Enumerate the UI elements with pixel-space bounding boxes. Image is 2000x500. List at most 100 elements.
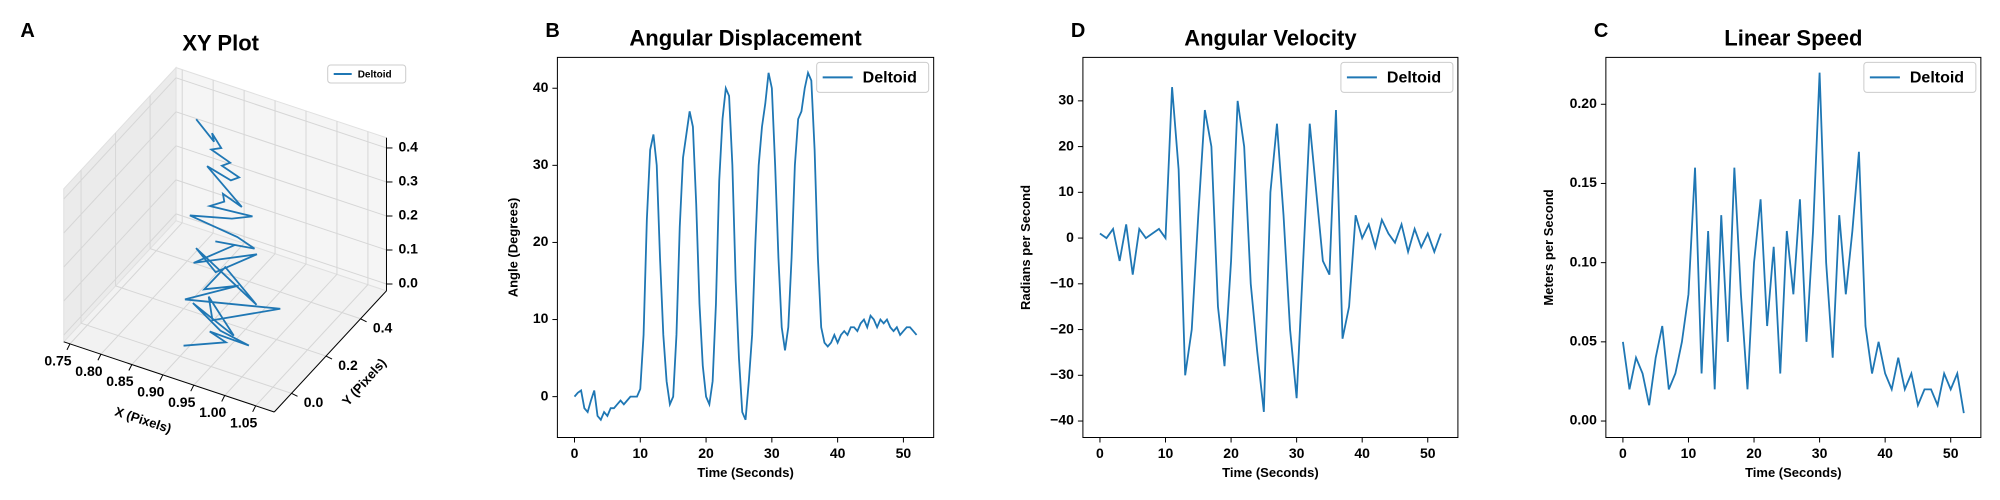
x-tick-label: 30	[1289, 445, 1305, 461]
x-tick	[221, 395, 226, 402]
grid-line	[149, 248, 361, 320]
x-axis-label: Time (Seconds)	[1222, 465, 1319, 480]
x-tick-label: 20	[698, 445, 714, 461]
x-tick-label: 10	[1158, 445, 1174, 461]
x-axis-label: Time (Seconds)	[1745, 465, 1842, 480]
x-tick	[190, 384, 195, 392]
x-tick-label: 30	[1812, 445, 1828, 461]
y-axis-label: Angle (Degrees)	[505, 198, 520, 298]
y-tick-label: 0	[541, 387, 549, 403]
grid-line	[80, 322, 292, 394]
y-tick	[291, 392, 298, 397]
grid-line	[175, 179, 387, 251]
x-tick-label: 10	[1681, 445, 1697, 461]
y-tick	[325, 355, 333, 360]
grid-line	[255, 284, 369, 407]
panel-label: B	[545, 20, 559, 42]
x-tick-label: 20	[1746, 445, 1762, 461]
grid-line	[69, 222, 183, 345]
legend-box	[816, 61, 930, 93]
y-tick-label: −40	[1050, 412, 1074, 428]
y-tick-label: 10	[1058, 183, 1074, 199]
data-line	[1099, 87, 1442, 412]
data-line-3d	[183, 118, 281, 347]
panel-label: A	[20, 20, 34, 42]
x-tick-label: 40	[830, 445, 846, 461]
y-tick-label: 30	[1058, 92, 1074, 108]
y-tick-label: −10	[1050, 275, 1074, 291]
y-tick-label: 10	[533, 310, 549, 326]
x-tick-label: 50	[896, 445, 912, 461]
x-tick-label: 0.85	[106, 373, 133, 389]
x-tick	[252, 405, 257, 413]
z-tick-label: 0.2	[398, 207, 418, 223]
grid-line	[115, 285, 327, 357]
x-tick-label: 50	[1943, 445, 1959, 461]
grid-line	[175, 77, 387, 149]
grid-line	[63, 111, 177, 234]
axis-line	[273, 290, 387, 413]
chart-title: Angular Velocity	[1184, 25, 1357, 50]
z-tick-label: 0.4	[398, 139, 418, 155]
chart-title: Angular Displacement	[629, 25, 862, 50]
y-tick	[360, 318, 367, 323]
data-line	[573, 69, 918, 422]
y-axis-label: Radians per Second	[1018, 185, 1033, 310]
y-tick-label: 0.00	[1570, 412, 1597, 428]
y-tick-label: −30	[1050, 366, 1074, 382]
x-tick-label: 20	[1223, 445, 1239, 461]
axis-line	[63, 341, 275, 413]
x-tick-label: 40	[1877, 445, 1893, 461]
x-tick-label: 1.05	[230, 415, 257, 431]
z-tick-label: 0.0	[398, 275, 418, 291]
z-tick-label: 0.3	[398, 173, 418, 189]
x-tick	[128, 364, 133, 371]
x-tick-label: 0	[571, 445, 579, 461]
axes-frame	[1605, 56, 1982, 439]
panel-label: C	[1594, 20, 1608, 42]
x-tick	[97, 353, 102, 361]
y-tick-label: 0	[1066, 229, 1074, 245]
legend-box	[1863, 61, 1977, 93]
x-tick	[66, 343, 71, 351]
data-line	[1622, 72, 1965, 414]
y-tick-label: 0.4	[373, 319, 393, 335]
y-tick-label: 0.20	[1570, 95, 1597, 111]
grid-line	[175, 111, 387, 183]
legend-label: Deltoid	[1387, 70, 1441, 87]
grid-line	[175, 145, 387, 217]
x-tick-label: 0.90	[137, 384, 164, 400]
x-axis-label: Time (Seconds)	[697, 465, 794, 480]
x-tick-label: 10	[632, 445, 648, 461]
grid-line	[63, 77, 177, 200]
legend-label: Deltoid	[863, 70, 917, 87]
x-tick-label: 30	[764, 445, 780, 461]
grid-line	[100, 232, 214, 355]
x-tick-label: 40	[1354, 445, 1370, 461]
grid-line	[131, 243, 245, 365]
y-tick-label: 0.10	[1570, 253, 1597, 269]
x-tick	[159, 374, 164, 382]
x-axis-label: X (Pixels)	[113, 404, 173, 436]
y-tick-label: 30	[533, 156, 549, 172]
axes-frame	[556, 56, 935, 439]
legend-label: Deltoid	[358, 70, 392, 81]
x-tick-label: 0.95	[168, 394, 195, 410]
y-axis-label: Meters per Second	[1541, 189, 1556, 305]
chart-title: XY Plot	[182, 30, 259, 55]
z-tick-label: 0.1	[398, 241, 418, 257]
y-tick-label: 0.0	[304, 394, 324, 410]
axes-frame	[1082, 56, 1459, 439]
y-tick-label: 0.2	[338, 357, 358, 373]
panel-label: D	[1071, 20, 1085, 42]
x-tick-label: 50	[1420, 445, 1436, 461]
y-tick-label: 0.05	[1570, 333, 1597, 349]
grid-line	[63, 179, 177, 302]
x-tick-label: 0.80	[75, 363, 102, 379]
grid-line	[63, 145, 177, 268]
legend-box	[1340, 61, 1454, 93]
grid-line	[193, 263, 307, 386]
grid-line	[162, 253, 276, 376]
x-tick-label: 0	[1096, 445, 1104, 461]
